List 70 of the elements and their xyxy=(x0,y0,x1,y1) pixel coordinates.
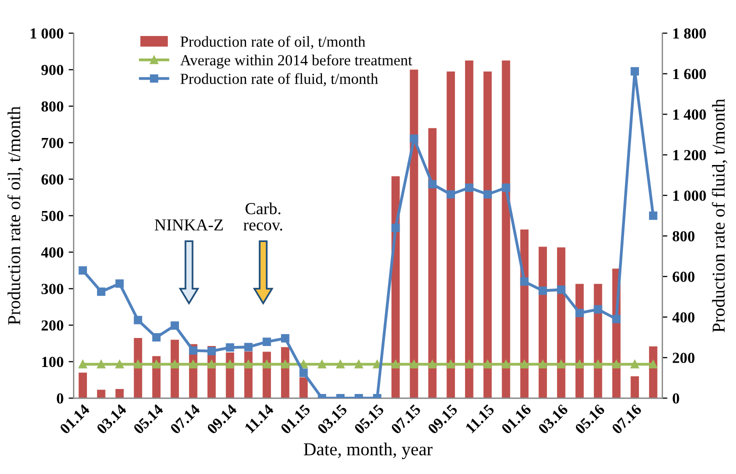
y-tick-label: 700 xyxy=(42,138,64,148)
legend-label: Production rate of fluid, t/month xyxy=(180,73,378,86)
legend-label: Production rate of oil, t/month xyxy=(180,36,366,50)
y2-tick-label: 0 xyxy=(672,393,680,404)
x-axis-title: Date, month, year xyxy=(304,442,433,460)
bar xyxy=(630,376,639,398)
point xyxy=(281,334,290,343)
point xyxy=(483,190,492,199)
bar xyxy=(538,246,547,398)
point xyxy=(410,134,418,143)
y-tick-label: 300 xyxy=(42,284,64,294)
bar xyxy=(483,72,492,398)
y2-tick-label: 800 xyxy=(672,231,694,242)
point xyxy=(538,286,547,295)
y-tick-label: 500 xyxy=(42,210,64,222)
y2-tick-label: 200 xyxy=(672,352,694,364)
point xyxy=(115,279,124,288)
annotation: Carb. recov. xyxy=(243,202,282,231)
y-tick-label: 200 xyxy=(42,320,64,331)
point xyxy=(446,190,455,199)
y2-tick-label: 1 800 xyxy=(673,28,706,39)
point xyxy=(502,184,510,192)
point xyxy=(649,212,658,220)
bar xyxy=(410,70,418,398)
point xyxy=(152,333,161,342)
y2-axis-title: Production rate of fluid, t/month xyxy=(712,98,728,332)
bar xyxy=(557,247,566,398)
point xyxy=(189,346,198,355)
legend-label: Average within 2014 before treatment xyxy=(180,54,412,69)
point xyxy=(226,343,234,352)
bar xyxy=(78,372,87,398)
y2-tick-label: 1 000 xyxy=(673,190,706,201)
point xyxy=(391,224,400,232)
point xyxy=(612,314,621,324)
bar xyxy=(465,60,474,398)
point xyxy=(262,338,271,346)
point xyxy=(299,368,308,377)
bar xyxy=(428,128,437,398)
point xyxy=(207,346,216,356)
point xyxy=(465,184,474,192)
bar xyxy=(97,390,106,398)
y-tick-label: 600 xyxy=(41,174,64,185)
y2-tick-label: 400 xyxy=(672,312,694,323)
point xyxy=(575,308,584,318)
y-tick-label: 1 000 xyxy=(30,28,64,39)
y-tick-label: 900 xyxy=(41,64,64,76)
bar xyxy=(502,60,510,398)
point xyxy=(520,277,529,286)
y-tick-label: 0 xyxy=(56,393,64,404)
y2-tick-label: 1 200 xyxy=(673,150,706,160)
point xyxy=(630,67,639,76)
point xyxy=(557,286,566,294)
point xyxy=(244,342,253,352)
annotation: NINKA-Z xyxy=(154,219,223,230)
y-tick-label: 400 xyxy=(41,247,64,258)
bar xyxy=(446,72,455,398)
y2-tick-label: 600 xyxy=(672,272,694,282)
point xyxy=(134,316,142,324)
bar xyxy=(115,389,124,398)
y2-tick-label: 1 400 xyxy=(673,109,706,120)
point xyxy=(170,321,179,330)
bar xyxy=(299,377,308,398)
point xyxy=(97,288,106,296)
point xyxy=(428,180,437,188)
point xyxy=(594,305,602,314)
y-tick-label: 100 xyxy=(42,356,64,368)
y-tick-label: 800 xyxy=(41,101,64,112)
y-axis-title: Production rate of oil, t/month xyxy=(7,106,23,325)
point xyxy=(78,266,87,275)
y2-tick-label: 1 600 xyxy=(673,68,706,80)
